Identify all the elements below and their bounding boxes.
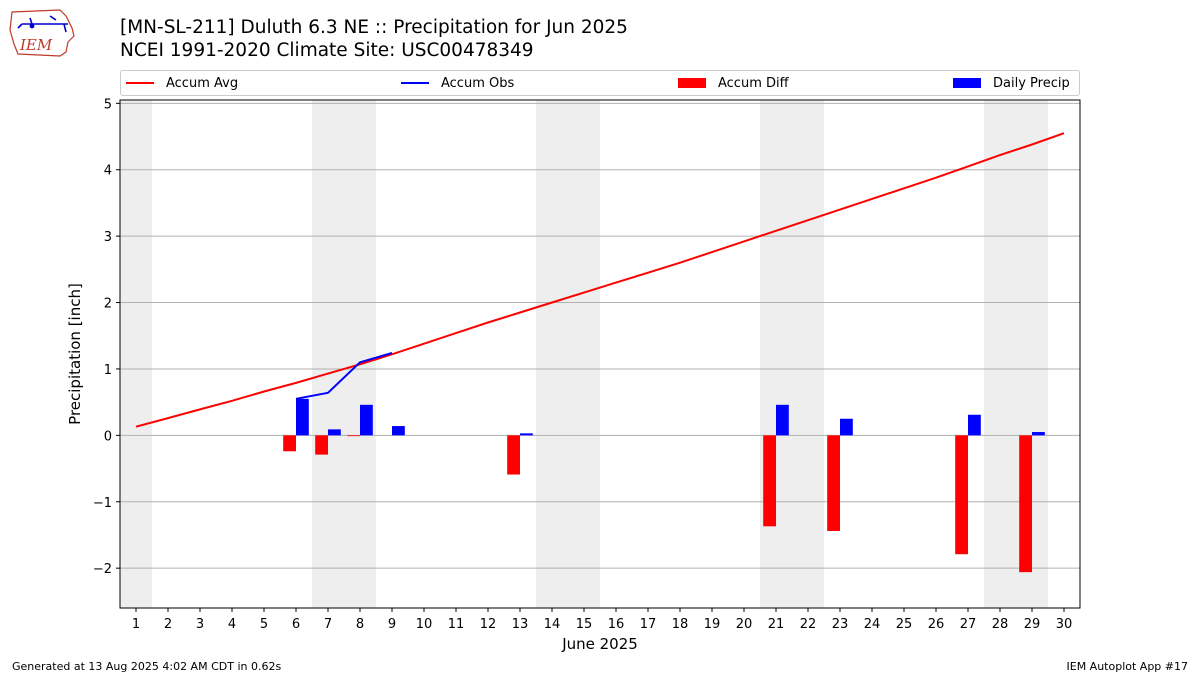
bar-accum-diff-day-13 xyxy=(507,435,520,475)
bar-accum-diff-day-23 xyxy=(827,435,840,531)
legend-swatch-accum-diff xyxy=(678,78,706,88)
x-tick-label: 20 xyxy=(736,617,753,632)
bar-daily-precip-day-7 xyxy=(328,429,341,436)
x-tick-label: 11 xyxy=(448,617,465,632)
logo-text: IEM xyxy=(19,36,53,54)
bar-accum-diff-day-27 xyxy=(955,435,968,555)
x-tick-label: 23 xyxy=(832,617,849,632)
x-tick-label: 22 xyxy=(800,617,817,632)
y-tick-label: −2 xyxy=(93,562,112,577)
line-accum-obs xyxy=(295,352,393,400)
weekend-band-3 xyxy=(536,100,600,608)
plot-frame xyxy=(119,99,1081,609)
legend-label-accum-avg: Accum Avg xyxy=(166,75,239,91)
x-tick-label: 27 xyxy=(960,617,977,632)
x-tick-label: 2 xyxy=(164,617,172,632)
x-tick-label: 29 xyxy=(1024,617,1041,632)
x-tick-label: 3 xyxy=(196,617,204,632)
legend-label-daily-precip: Daily Precip xyxy=(993,75,1070,91)
y-tick-label: 5 xyxy=(104,97,112,112)
bar-accum-diff-day-21 xyxy=(763,435,776,527)
legend-item-accum-diff: Accum Diff xyxy=(678,71,789,95)
x-tick-label: 1 xyxy=(132,617,140,632)
x-axis-label: June 2025 xyxy=(561,635,638,653)
x-tick-label: 17 xyxy=(640,617,657,632)
y-axis-ticks: −2 −1 0 1 2 3 4 5 xyxy=(93,97,120,577)
bar-daily-precip-day-9 xyxy=(392,426,405,436)
footer-generated-text: Generated at 13 Aug 2025 4:02 AM CDT in … xyxy=(12,660,282,673)
x-tick-label: 12 xyxy=(480,617,497,632)
weekend-shading xyxy=(120,100,1048,608)
y-tick-label: 1 xyxy=(104,363,112,378)
x-tick-label: 14 xyxy=(544,617,561,632)
x-tick-label: 28 xyxy=(992,617,1009,632)
x-tick-label: 26 xyxy=(928,617,945,632)
bar-accum-diff-day-29 xyxy=(1019,435,1032,573)
x-tick-label: 9 xyxy=(388,617,396,632)
x-tick-label: 25 xyxy=(896,617,913,632)
y-tick-label: 0 xyxy=(104,429,112,444)
weekend-band-5 xyxy=(984,100,1048,608)
iem-logo: IEM xyxy=(9,9,75,57)
chart-subtitle: NCEI 1991-2020 Climate Site: USC00478349 xyxy=(120,40,534,61)
y-tick-label: 4 xyxy=(104,164,112,179)
bar-daily-precip-day-27 xyxy=(968,414,981,436)
y-axis-label: Precipitation [inch] xyxy=(66,283,84,425)
x-tick-label: 18 xyxy=(672,617,689,632)
x-tick-label: 30 xyxy=(1056,617,1073,632)
footer-app-text: IEM Autoplot App #17 xyxy=(1066,660,1189,673)
weekend-band-4 xyxy=(760,100,824,608)
x-tick-label: 13 xyxy=(512,617,529,632)
legend-item-accum-obs: Accum Obs xyxy=(401,71,514,95)
legend-swatch-daily-precip xyxy=(953,78,981,88)
legend-item-daily-precip: Daily Precip xyxy=(953,71,1070,95)
legend-label-accum-obs: Accum Obs xyxy=(441,75,515,91)
x-tick-label: 5 xyxy=(260,617,268,632)
line-accum-avg xyxy=(135,132,1065,428)
y-tick-label: 2 xyxy=(104,297,112,312)
x-tick-label: 21 xyxy=(768,617,785,632)
x-tick-label: 15 xyxy=(576,617,593,632)
bar-series xyxy=(283,398,1045,573)
chart-title: [MN-SL-211] Duluth 6.3 NE :: Precipitati… xyxy=(120,17,628,38)
weekend-band-1 xyxy=(120,100,152,608)
x-axis-ticks: 1 2 3 4 5 6 7 8 9 10 11 12 13 14 15 16 17 18 19 20 21 22 23 24 2… xyxy=(132,608,1072,632)
legend-swatch-accum-avg xyxy=(126,82,154,84)
chart-legend: Accum Avg Accum Obs Accum Diff Daily Pre… xyxy=(120,70,1080,96)
station-dot-icon xyxy=(29,23,35,29)
x-tick-label: 24 xyxy=(864,617,881,632)
bar-accum-diff-day-7 xyxy=(315,435,328,455)
x-tick-label: 8 xyxy=(356,617,364,632)
weather-symbol-icon xyxy=(17,15,68,33)
x-tick-label: 7 xyxy=(324,617,332,632)
bar-daily-precip-day-6 xyxy=(296,398,309,436)
x-tick-label: 16 xyxy=(608,617,625,632)
x-tick-label: 19 xyxy=(704,617,721,632)
bar-daily-precip-day-29 xyxy=(1032,432,1045,436)
y-tick-label: −1 xyxy=(93,496,112,511)
weekend-band-2 xyxy=(312,100,376,608)
bar-accum-diff-day-6 xyxy=(283,435,296,452)
y-gridlines xyxy=(120,102,1080,569)
y-tick-label: 3 xyxy=(104,230,112,245)
bar-daily-precip-day-21 xyxy=(776,404,789,436)
bar-daily-precip-day-13 xyxy=(520,433,533,436)
x-tick-label: 4 xyxy=(228,617,236,632)
legend-label-accum-diff: Accum Diff xyxy=(718,75,789,91)
iowa-outline-icon xyxy=(9,9,75,57)
x-tick-label: 10 xyxy=(416,617,433,632)
legend-swatch-accum-obs xyxy=(401,82,429,84)
bar-daily-precip-day-8 xyxy=(360,404,373,436)
x-tick-label: 6 xyxy=(292,617,300,632)
line-series xyxy=(135,132,1065,428)
legend-item-accum-avg: Accum Avg xyxy=(126,71,238,95)
bar-accum-diff-day-8 xyxy=(347,435,360,437)
bar-daily-precip-day-23 xyxy=(840,418,853,436)
